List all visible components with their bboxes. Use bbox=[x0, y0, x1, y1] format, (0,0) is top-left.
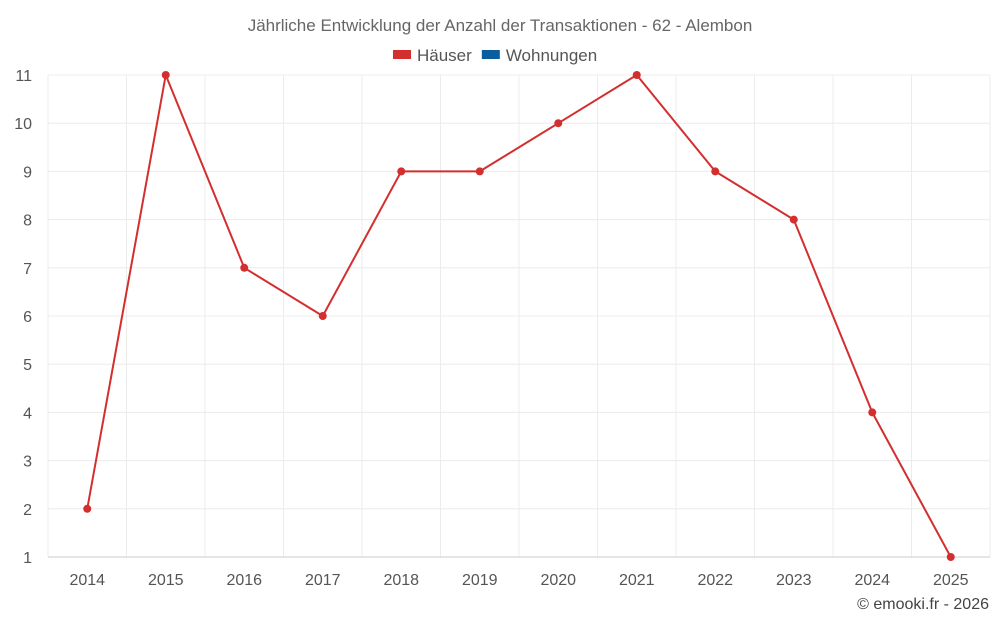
y-axis-ticks: 1 2 3 4 5 6 7 8 9 10 11 bbox=[14, 68, 32, 567]
legend: Häuser Wohnungen bbox=[393, 46, 597, 65]
y-tick-label: 4 bbox=[23, 405, 32, 422]
x-tick-label: 2016 bbox=[226, 572, 262, 589]
data-point[interactable] bbox=[711, 167, 720, 176]
data-point[interactable] bbox=[475, 167, 484, 176]
data-point[interactable] bbox=[161, 71, 170, 79]
x-tick-label: 2024 bbox=[854, 572, 890, 589]
data-point[interactable] bbox=[554, 119, 563, 128]
data-point[interactable] bbox=[240, 263, 249, 272]
x-tick-label: 2021 bbox=[619, 572, 655, 589]
legend-label: Wohnungen bbox=[506, 46, 597, 65]
x-tick-label: 2015 bbox=[148, 572, 184, 589]
data-point[interactable] bbox=[318, 312, 327, 320]
gridlines bbox=[47, 74, 991, 558]
y-tick-label: 3 bbox=[23, 454, 32, 471]
data-point[interactable] bbox=[632, 71, 641, 79]
legend-label: Häuser bbox=[417, 46, 472, 65]
data-point[interactable] bbox=[789, 215, 798, 224]
y-tick-label: 9 bbox=[23, 164, 32, 181]
legend-swatch bbox=[393, 50, 411, 59]
x-tick-label: 2025 bbox=[933, 572, 969, 589]
legend-item-0[interactable]: Häuser bbox=[393, 46, 472, 65]
legend-item-1[interactable]: Wohnungen bbox=[481, 46, 597, 65]
y-tick-label: 2 bbox=[23, 502, 32, 519]
x-tick-label: 2022 bbox=[697, 572, 733, 589]
y-tick-label: 6 bbox=[23, 309, 32, 326]
data-point[interactable] bbox=[397, 167, 406, 176]
x-tick-label: 2020 bbox=[540, 572, 576, 589]
y-tick-label: 10 bbox=[14, 116, 32, 133]
data-point[interactable] bbox=[946, 553, 955, 561]
y-tick-label: 7 bbox=[23, 261, 32, 278]
x-tick-label: 2017 bbox=[305, 572, 341, 589]
data-point[interactable] bbox=[868, 408, 877, 417]
y-tick-label: 1 bbox=[23, 550, 32, 567]
series-0 bbox=[83, 71, 955, 561]
series-layer bbox=[83, 71, 955, 561]
x-tick-label: 2018 bbox=[383, 572, 419, 589]
x-tick-label: 2019 bbox=[462, 572, 498, 589]
x-axis-ticks: 2014 2015 2016 2017 2018 2019 2020 2021 2022 2023… bbox=[69, 572, 968, 589]
x-tick-label: 2023 bbox=[776, 572, 812, 589]
series-line bbox=[86, 74, 952, 558]
credit-text: © emooki.fr - 2026 bbox=[857, 596, 989, 613]
chart-title: Jährliche Entwicklung der Anzahl der Tra… bbox=[248, 16, 753, 35]
data-point[interactable] bbox=[83, 504, 92, 513]
y-tick-label: 8 bbox=[23, 213, 32, 230]
y-tick-label: 5 bbox=[23, 357, 32, 374]
legend-swatch bbox=[481, 50, 500, 59]
x-tick-label: 2014 bbox=[69, 572, 105, 589]
y-tick-label: 11 bbox=[15, 68, 32, 85]
